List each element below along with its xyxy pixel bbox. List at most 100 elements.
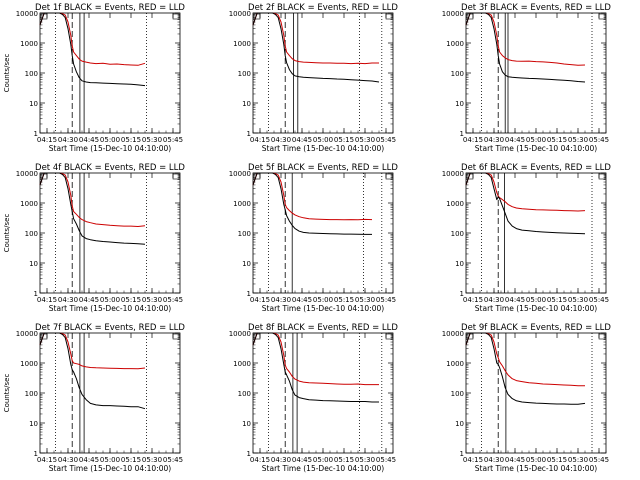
plot-frame — [252, 12, 394, 134]
x-tick-label: 04:15 — [250, 296, 270, 304]
y-tick-label: 1000 — [446, 40, 464, 48]
y-tick-label: 10 — [242, 260, 251, 268]
y-tick-label: 1 — [460, 290, 464, 298]
panel-title: Det 9f BLACK = Events, RED = LLD — [461, 323, 611, 333]
y-tick-label: 10 — [455, 420, 464, 428]
chart-panel-2: Det 2f BLACK = Events, RED = LLD 1 10 100 10… — [229, 3, 399, 153]
x-axis-label: Start Time (15-Dec-10 04:10:00) — [262, 464, 384, 473]
x-tick-label: 04:45 — [505, 456, 525, 464]
x-tick-label: 04:15 — [463, 136, 483, 144]
x-tick-label: 05:15 — [121, 296, 141, 304]
y-axis-label: Counts/sec — [3, 54, 11, 93]
series-line-events — [465, 12, 586, 83]
series-line-lld — [252, 332, 379, 386]
x-tick-label: 04:30 — [58, 296, 78, 304]
x-tick-label: 05:00 — [313, 296, 333, 304]
y-tick-label: 1000 — [20, 200, 38, 208]
corner-marker — [598, 173, 606, 180]
y-tick-label: 1 — [247, 130, 251, 138]
series-line-events — [39, 12, 146, 87]
plot-frame — [39, 172, 181, 294]
y-tick-label: 1000 — [446, 360, 464, 368]
y-tick-label: 1 — [247, 450, 251, 458]
x-tick-label: 05:15 — [547, 136, 567, 144]
x-tick-label: 05:15 — [121, 456, 141, 464]
chart-panel-4: Det 4f BLACK = Events, RED = LLD 1 10 100 10… — [3, 163, 185, 313]
y-axis-label: Counts/sec — [3, 214, 11, 253]
y-tick-label: 10000 — [229, 10, 251, 18]
x-tick-label: 04:45 — [292, 136, 312, 144]
x-tick-label: 05:15 — [547, 456, 567, 464]
x-tick-label: 04:30 — [271, 456, 291, 464]
y-tick-label: 100 — [25, 70, 38, 78]
x-tick-label: 05:45 — [589, 296, 609, 304]
y-tick-label: 1000 — [233, 360, 251, 368]
y-tick-label: 10000 — [229, 170, 251, 178]
panel-title: Det 8f BLACK = Events, RED = LLD — [248, 323, 398, 333]
y-tick-label: 10000 — [16, 330, 38, 338]
plot-frame — [465, 172, 607, 294]
series-line-events — [252, 332, 379, 403]
y-tick-label: 100 — [238, 390, 251, 398]
y-tick-label: 100 — [238, 70, 251, 78]
series-line-events — [465, 332, 586, 405]
corner-marker — [598, 333, 606, 340]
x-tick-label: 04:15 — [463, 296, 483, 304]
x-tick-label: 05:45 — [376, 296, 396, 304]
y-tick-label: 1 — [460, 130, 464, 138]
y-tick-label: 10 — [455, 260, 464, 268]
y-tick-label: 100 — [451, 390, 464, 398]
corner-marker — [172, 333, 180, 340]
x-tick-label: 04:45 — [505, 296, 525, 304]
plot-frame — [465, 12, 607, 134]
y-tick-label: 1000 — [20, 40, 38, 48]
x-axis-label: Start Time (15-Dec-10 04:10:00) — [49, 304, 171, 313]
y-tick-label: 1 — [34, 130, 38, 138]
x-tick-label: 05:30 — [568, 136, 588, 144]
x-tick-label: 05:00 — [313, 456, 333, 464]
x-axis-label: Start Time (15-Dec-10 04:10:00) — [262, 144, 384, 153]
chart-panel-8: Det 8f BLACK = Events, RED = LLD 1 10 100 10… — [229, 323, 399, 473]
x-tick-label: 05:00 — [526, 296, 546, 304]
y-tick-label: 10000 — [442, 170, 464, 178]
x-tick-label: 05:30 — [568, 456, 588, 464]
y-tick-label: 1000 — [233, 200, 251, 208]
y-tick-label: 1000 — [233, 40, 251, 48]
x-axis-label: Start Time (15-Dec-10 04:10:00) — [475, 144, 597, 153]
x-tick-label: 05:15 — [334, 136, 354, 144]
y-tick-label: 10 — [455, 100, 464, 108]
series-line-lld — [252, 12, 379, 65]
x-tick-label: 04:30 — [58, 136, 78, 144]
y-tick-label: 10000 — [16, 10, 38, 18]
x-tick-label: 04:30 — [484, 136, 504, 144]
y-tick-label: 10000 — [16, 170, 38, 178]
chart-panel-5: Det 5f BLACK = Events, RED = LLD 1 10 100 10… — [229, 163, 399, 313]
panel-title: Det 3f BLACK = Events, RED = LLD — [461, 3, 611, 13]
y-tick-label: 100 — [451, 70, 464, 78]
panel-title: Det 1f BLACK = Events, RED = LLD — [35, 3, 185, 13]
series-line-events — [39, 332, 146, 410]
panel-title: Det 4f BLACK = Events, RED = LLD — [35, 163, 185, 173]
x-tick-label: 04:30 — [58, 456, 78, 464]
chart-panel-7: Det 7f BLACK = Events, RED = LLD 1 10 100 10… — [3, 323, 185, 473]
x-tick-label: 04:15 — [250, 456, 270, 464]
x-tick-label: 05:45 — [163, 136, 183, 144]
x-tick-label: 05:30 — [142, 136, 162, 144]
x-tick-label: 05:00 — [526, 456, 546, 464]
panel-title: Det 6f BLACK = Events, RED = LLD — [461, 163, 611, 173]
y-axis-label: Counts/sec — [3, 374, 11, 413]
y-tick-label: 100 — [451, 230, 464, 238]
x-tick-label: 04:15 — [37, 136, 57, 144]
y-tick-label: 10000 — [442, 330, 464, 338]
y-tick-label: 10 — [242, 100, 251, 108]
x-axis-label: Start Time (15-Dec-10 04:10:00) — [475, 304, 597, 313]
x-tick-label: 05:45 — [376, 456, 396, 464]
y-tick-label: 10 — [29, 420, 38, 428]
x-tick-label: 05:45 — [589, 136, 609, 144]
chart-panel-9: Det 9f BLACK = Events, RED = LLD 1 10 100 10… — [442, 323, 612, 473]
y-tick-label: 100 — [25, 390, 38, 398]
y-tick-label: 1 — [460, 450, 464, 458]
x-tick-label: 05:30 — [142, 456, 162, 464]
x-tick-label: 05:45 — [163, 296, 183, 304]
